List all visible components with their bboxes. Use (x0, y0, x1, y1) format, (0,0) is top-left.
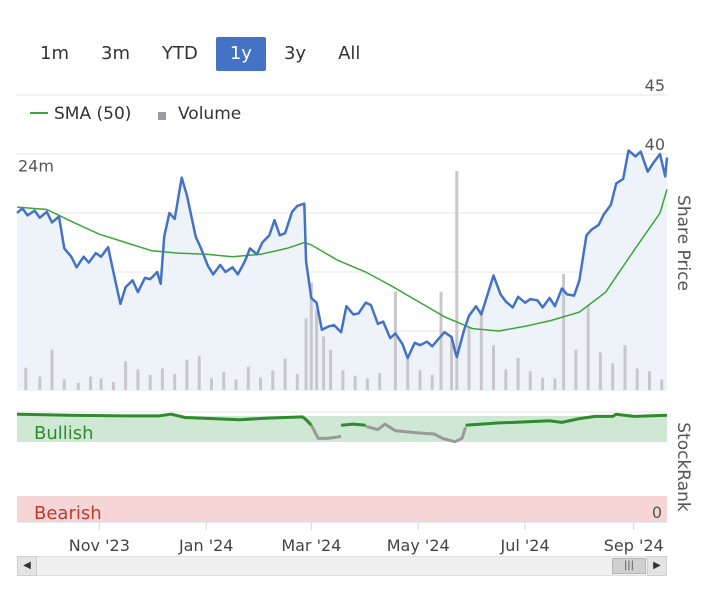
x-tick-label: Sep '24 (604, 536, 664, 555)
price-axis-title: Share Price (673, 195, 693, 291)
price-area-fill (17, 150, 667, 390)
volume-bar (635, 368, 639, 390)
volume-bar (234, 379, 238, 390)
range-button-3m[interactable]: 3m (101, 43, 130, 64)
scroll-left-arrow-icon[interactable]: ◀ (17, 556, 37, 576)
range-button-1y[interactable]: 1y (215, 37, 266, 71)
price-tick-label: 40 (645, 135, 665, 154)
volume-bar (62, 379, 66, 390)
volume-bar (648, 371, 651, 390)
volume-bar (450, 336, 453, 390)
volume-bar (148, 374, 152, 390)
volume-bar (611, 363, 615, 390)
x-tick-label: Nov '23 (69, 536, 130, 555)
volume-bar (660, 379, 664, 390)
volume-bar (322, 336, 326, 390)
volume-bar (295, 373, 299, 390)
legend-volume-marker (158, 112, 166, 120)
bearish-label: Bearish (34, 503, 102, 524)
stockrank-line-neutral (365, 422, 467, 444)
volume-bar (246, 366, 250, 390)
volume-bar (315, 309, 319, 390)
volume-bar (99, 378, 103, 390)
volume-bar (222, 372, 226, 390)
x-tick-label: Jan '24 (178, 536, 234, 555)
volume-bar (197, 356, 201, 390)
volume-bar (418, 370, 422, 390)
volume-bar (439, 291, 443, 390)
volume-bar (50, 349, 54, 390)
volume-bar (111, 382, 115, 390)
volume-bar (341, 370, 345, 390)
volume-bar (492, 345, 495, 390)
volume-bar (76, 382, 80, 390)
range-selector: 1m 3m YTD 1y 3y All (26, 37, 378, 73)
volume-bar (38, 376, 42, 390)
volume-bar (586, 305, 590, 390)
sma-line (16, 189, 668, 332)
volume-bar (185, 359, 189, 390)
volume-tick-label: 24m (18, 156, 54, 175)
volume-bar (393, 291, 397, 390)
range-button-all[interactable]: All (338, 43, 361, 64)
volume-bar (160, 368, 164, 390)
volume-bar (365, 378, 369, 390)
volume-bar (124, 361, 128, 390)
chart-scrollbar-track[interactable] (17, 556, 667, 576)
x-tick-label: Mar '24 (281, 536, 341, 555)
x-tick-label: May '24 (387, 536, 450, 555)
volume-bar (304, 318, 308, 390)
volume-bar (271, 370, 275, 390)
volume-bar (598, 352, 602, 390)
bullish-label: Bullish (34, 423, 94, 444)
bearish-band (17, 496, 667, 522)
stockrank-axis-title: StockRank (673, 422, 693, 512)
volume-bar (562, 273, 566, 390)
rank-tick-label: 0 (652, 503, 662, 522)
volume-bar (283, 358, 287, 390)
volume-bar (467, 327, 471, 390)
legend-volume-label: Volume (178, 104, 241, 124)
volume-bar (504, 369, 508, 390)
volume-bar (353, 375, 357, 390)
scrollbar-thumb[interactable]: ||| (612, 558, 646, 574)
volume-bar (24, 367, 28, 390)
legend-sma-label: SMA (50) (54, 104, 131, 124)
volume-bar (553, 378, 557, 390)
volume-bar (210, 378, 213, 390)
range-button-3y[interactable]: 3y (283, 43, 307, 64)
stockrank-line-bullish (465, 412, 668, 427)
volume-bar (541, 377, 545, 390)
volume-bar (528, 371, 532, 390)
volume-bar (259, 377, 262, 390)
volume-bar (378, 373, 382, 390)
volume-bar (329, 349, 333, 390)
price-tick-label: 45 (645, 76, 665, 95)
range-button-ytd[interactable]: YTD (162, 43, 198, 64)
stockrank-line-bullish (340, 422, 366, 427)
x-tick-label: Jul '24 (500, 536, 550, 555)
volume-bar (479, 309, 483, 390)
volume-bar (516, 357, 520, 390)
scroll-right-arrow-icon[interactable]: ▶ (647, 556, 667, 576)
volume-bar (574, 349, 578, 390)
stockrank-line-bullish (16, 412, 313, 427)
volume-bar (173, 373, 177, 390)
volume-bar (455, 171, 459, 390)
volume-bar (89, 376, 93, 390)
range-button-1m[interactable]: 1m (40, 43, 69, 64)
volume-bar (136, 369, 140, 390)
bullish-band (17, 416, 667, 442)
volume-bar (623, 345, 627, 390)
volume-bar (406, 358, 410, 390)
volume-bar (309, 282, 313, 390)
volume-bar (430, 374, 434, 390)
stockrank-line-neutral (309, 424, 342, 440)
share-price-line (16, 149, 669, 360)
